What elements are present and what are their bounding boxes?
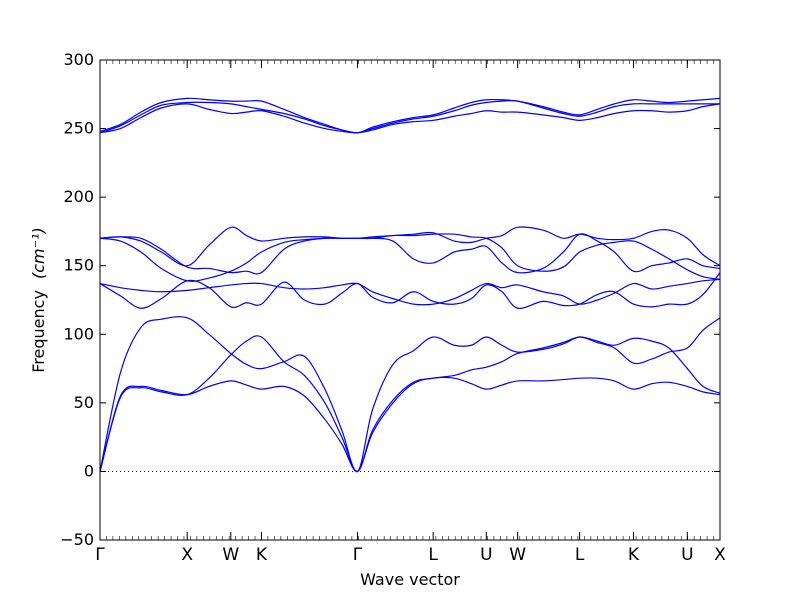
y-axis-title: Frequency (cm⁻¹) [29, 227, 48, 372]
dispersion-curves [100, 97, 720, 473]
y-axis: −50 0 50 100 150 200 250 300 [60, 50, 720, 549]
y-tick-label: 100 [63, 324, 94, 343]
dispersion-branch-3 [100, 316, 720, 473]
dispersion-branch-6 [100, 233, 720, 275]
y-axis-unit: (cm⁻¹) [29, 227, 48, 279]
y-tick-label: 0 [84, 461, 94, 480]
y-tick-label: 250 [63, 119, 94, 138]
y-tick-label: 150 [63, 256, 94, 275]
x-tick-label: Γ [353, 545, 363, 565]
x-axis-title: Wave vector [360, 570, 460, 589]
x-tick-label: K [628, 545, 640, 565]
y-axis-title-text: Frequency [29, 290, 48, 373]
dispersion-branch-8 [100, 233, 720, 282]
x-tick-label: X [714, 545, 726, 565]
dispersion-branch-7 [100, 226, 720, 267]
dispersion-branch-2 [100, 335, 720, 473]
dispersion-branch-5 [100, 278, 720, 306]
y-tick-label: −50 [60, 530, 94, 549]
dispersion-branch-9 [100, 103, 720, 134]
x-tick-label: Γ [95, 545, 105, 565]
y-tick-label: 200 [63, 187, 94, 206]
x-tick-label: X [181, 545, 193, 565]
x-tick-label: U [681, 545, 693, 565]
x-tick-label: W [222, 545, 239, 565]
x-tick-label: W [509, 545, 526, 565]
x-tick-label: K [256, 545, 268, 565]
x-minor-ticks [106, 60, 714, 540]
dispersion-branch-4 [100, 272, 720, 310]
x-tick-label: U [480, 545, 492, 565]
dispersion-branch-10 [100, 99, 720, 134]
x-tick-label: L [428, 545, 438, 565]
y-tick-label: 300 [63, 50, 94, 69]
x-tick-label: L [575, 545, 585, 565]
y-tick-label: 50 [74, 393, 94, 412]
dispersion-branch-11 [100, 97, 720, 134]
